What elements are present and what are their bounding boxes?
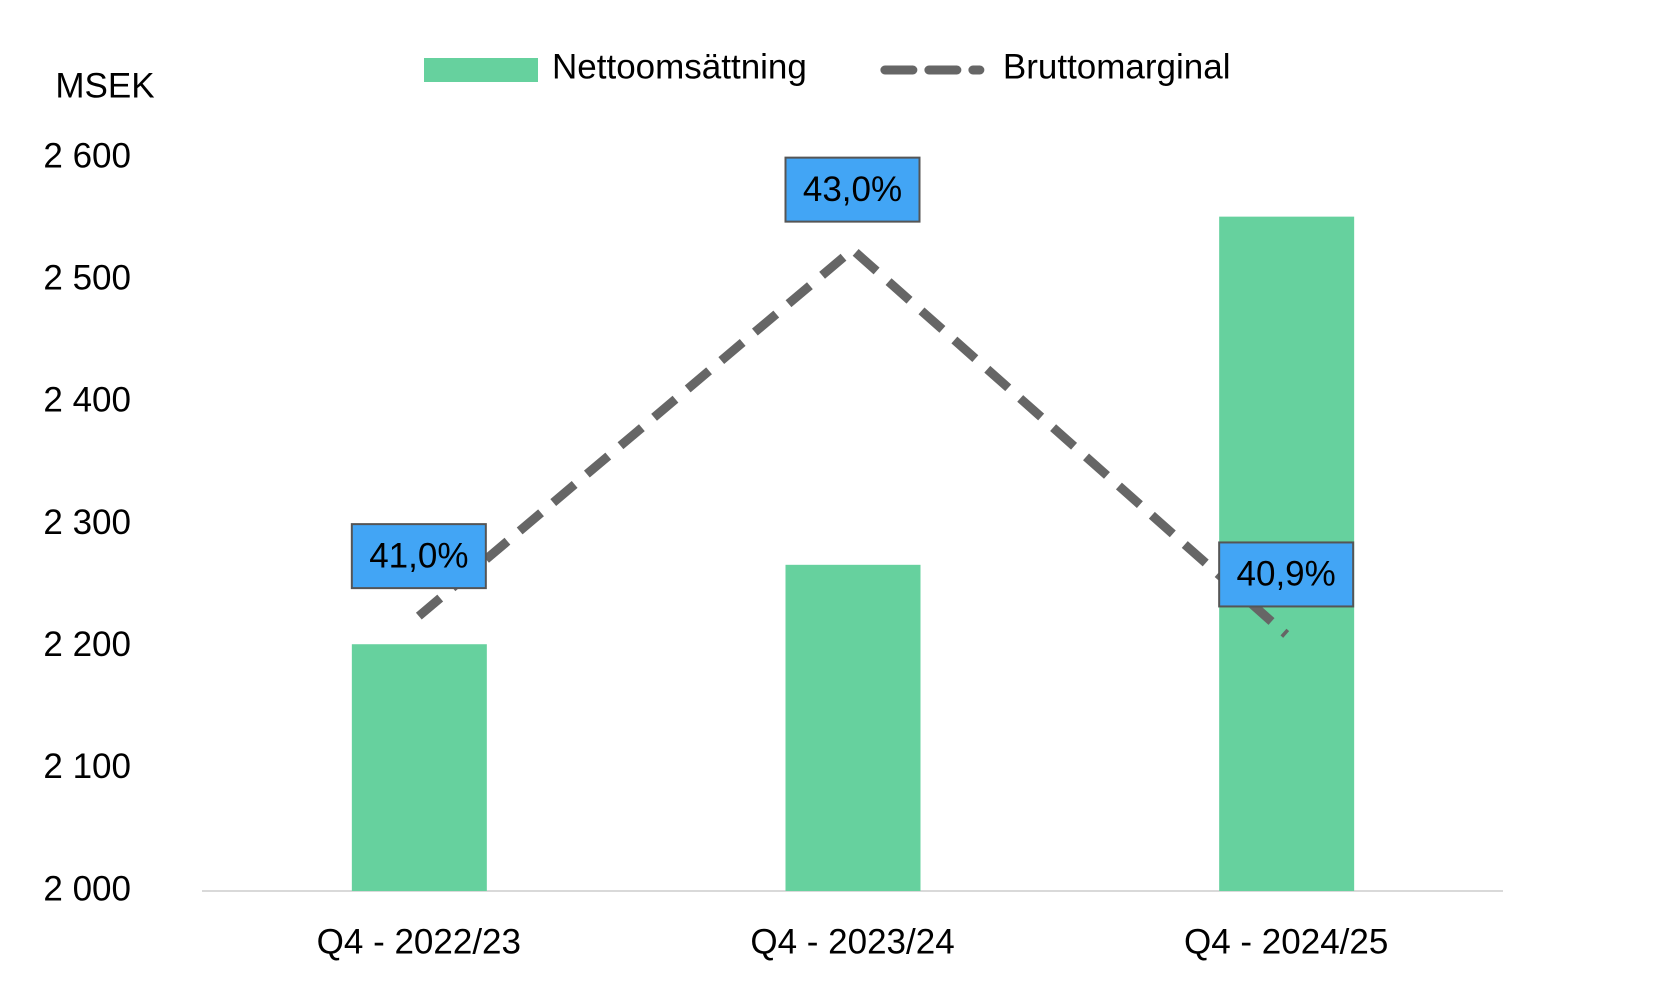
legend-label: Bruttomarginal bbox=[1003, 47, 1231, 86]
x-tick-label: Q4 - 2023/24 bbox=[750, 922, 954, 961]
y-tick-label: 2 000 bbox=[43, 869, 131, 908]
value-label: 41,0% bbox=[369, 536, 468, 575]
value-label: 40,9% bbox=[1237, 555, 1336, 594]
y-tick-label: 2 300 bbox=[43, 503, 131, 542]
x-tick-label: Q4 - 2024/25 bbox=[1184, 922, 1388, 961]
value-label: 43,0% bbox=[803, 170, 902, 209]
y-tick-label: 2 600 bbox=[43, 136, 131, 175]
y-tick-label: 2 100 bbox=[43, 747, 131, 786]
bar bbox=[785, 564, 921, 891]
value-label-box bbox=[1218, 541, 1355, 608]
x-tick-label: Q4 - 2022/23 bbox=[317, 922, 521, 961]
legend-swatch bbox=[424, 58, 538, 82]
bar bbox=[351, 644, 487, 891]
value-label-box bbox=[784, 156, 921, 223]
y-tick-label: 2 500 bbox=[43, 258, 131, 297]
y-axis-label: MSEK bbox=[55, 66, 154, 105]
y-tick-label: 2 400 bbox=[43, 381, 131, 420]
y-tick-label: 2 200 bbox=[43, 625, 131, 664]
legend-label: Nettoomsättning bbox=[552, 47, 807, 86]
value-label-box bbox=[350, 523, 487, 590]
line bbox=[415, 243, 1290, 638]
